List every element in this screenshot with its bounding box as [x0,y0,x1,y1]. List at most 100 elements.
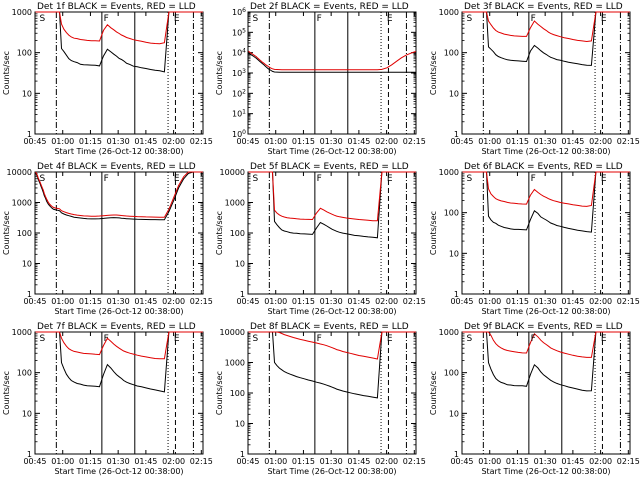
y-tick-label: 10 [449,409,459,418]
x-tick-label: 01:15 [292,137,315,146]
y-tick-label: 1 [454,130,459,139]
lld-series-line [35,11,203,45]
x-axis-label: Start Time (26-Oct-12 00:38:00) [267,467,396,476]
x-tick-label: 01:15 [506,137,529,146]
y-tick-label: 10 [235,420,245,429]
x-tick-label: 00:45 [236,457,259,466]
panel-title: Det 5f BLACK = Events, RED = LLD [250,162,409,172]
x-tick-label: 01:00 [51,137,74,146]
x-tick-label: 01:00 [478,297,501,306]
lld-series-line [35,331,203,360]
y-tick-label: 100 [444,369,459,378]
x-tick-label: 02:00 [589,297,612,306]
y-tick-label: 10 [22,409,32,418]
x-tick-label: 01:30 [107,457,130,466]
x-tick-label: 02:00 [589,137,612,146]
y-tick-label: 100 [230,389,245,398]
panel-title: Det 9f BLACK = Events, RED = LLD [464,322,623,332]
x-tick-label: 01:00 [51,457,74,466]
interval-marker-f: F [531,14,536,24]
y-axis-label: Counts/sec [215,371,224,415]
interval-marker-e: E [601,14,607,24]
x-tick-label: 01:00 [478,457,501,466]
interval-marker-s: S [40,174,46,184]
panel-title: Det 7f BLACK = Events, RED = LLD [37,322,196,332]
y-tick-label: 1000 [439,168,459,177]
interval-marker-s: S [253,174,259,184]
x-tick-label: 02:15 [617,137,640,146]
x-tick-label: 01:15 [506,297,529,306]
interval-marker-e: E [601,174,607,184]
y-tick-label: 101 [232,109,246,119]
panel-title: Det 3f BLACK = Events, RED = LLD [464,2,623,12]
y-tick-label: 100 [230,229,245,238]
interval-marker-s: S [467,174,473,184]
x-tick-label: 02:15 [617,457,640,466]
x-tick-label: 01:15 [79,457,102,466]
y-tick-label: 106 [232,7,246,17]
lld-series-line [462,11,630,43]
interval-marker-e: E [174,14,180,24]
plot-frame [461,331,631,455]
y-axis-label: Counts/sec [215,211,224,255]
lld-series-line [462,331,630,358]
y-tick-label: 1 [27,130,32,139]
x-axis-label: Start Time (26-Oct-12 00:38:00) [267,147,396,156]
y-tick-label: 1000 [439,8,459,17]
x-tick-label: 01:30 [534,297,557,306]
y-tick-label: 100 [17,229,32,238]
plot-frame [247,11,417,135]
y-axis-label: Counts/sec [2,211,11,255]
interval-marker-e: E [387,334,393,344]
interval-marker-e: E [174,174,180,184]
x-tick-label: 01:00 [264,137,287,146]
x-tick-label: 01:15 [292,297,315,306]
y-tick-label: 100 [17,369,32,378]
x-tick-label: 01:15 [506,457,529,466]
panel-title: Det 2f BLACK = Events, RED = LLD [250,2,409,12]
y-axis-label: Counts/sec [429,51,438,95]
interval-marker-s: S [467,334,473,344]
x-tick-label: 02:15 [403,457,426,466]
y-tick-label: 100 [444,49,459,58]
y-tick-label: 1000 [225,199,245,208]
interval-marker-e: E [387,174,393,184]
y-tick-label: 1000 [12,328,32,337]
x-tick-label: 01:45 [561,457,584,466]
x-tick-label: 02:00 [162,297,185,306]
y-tick-label: 10000 [7,168,32,177]
x-tick-label: 00:45 [450,297,473,306]
y-axis-label: Counts/sec [2,51,11,95]
interval-marker-e: E [601,334,607,344]
x-tick-label: 02:15 [190,457,213,466]
x-tick-label: 01:45 [134,297,157,306]
x-tick-label: 02:15 [190,297,213,306]
x-axis-label: Start Time (26-Oct-12 00:38:00) [481,467,610,476]
x-tick-label: 01:30 [320,137,343,146]
y-tick-label: 10 [235,260,245,269]
x-tick-label: 00:45 [23,137,46,146]
x-tick-label: 02:00 [162,457,185,466]
x-tick-label: 01:45 [347,137,370,146]
y-tick-label: 1000 [12,199,32,208]
x-tick-label: 01:15 [79,137,102,146]
y-tick-label: 1000 [225,359,245,368]
panel-title: Det 4f BLACK = Events, RED = LLD [37,162,196,172]
interval-marker-f: F [531,174,536,184]
x-tick-label: 02:00 [589,457,612,466]
x-tick-label: 01:30 [320,457,343,466]
events-series-line [35,171,203,221]
plot-frame [461,11,631,135]
interval-marker-s: S [253,334,259,344]
y-tick-label: 100 [444,209,459,218]
x-tick-label: 01:00 [478,137,501,146]
x-axis-label: Start Time (26-Oct-12 00:38:00) [481,147,610,156]
x-tick-label: 02:00 [375,137,398,146]
panel-title: Det 1f BLACK = Events, RED = LLD [37,2,196,12]
y-tick-label: 10 [22,260,32,269]
lld-series-line [462,171,630,207]
y-axis-label: Counts/sec [215,51,224,95]
y-tick-label: 1 [454,450,459,459]
x-tick-label: 01:30 [107,137,130,146]
x-axis-label: Start Time (26-Oct-12 00:38:00) [481,307,610,316]
